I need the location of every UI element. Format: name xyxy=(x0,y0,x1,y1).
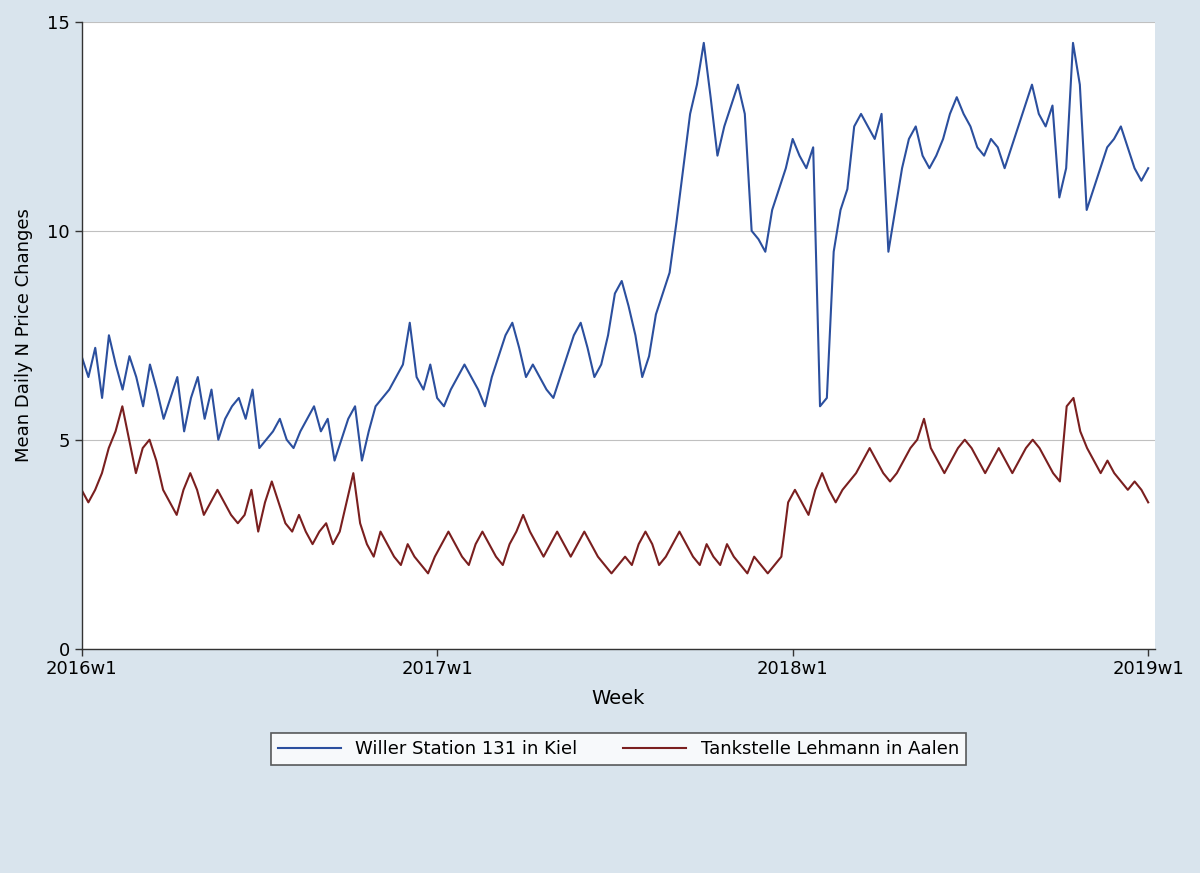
Willer Station 131 in Kiel xyxy=(130,372,144,382)
Tankstelle Lehmann in Aalen xyxy=(1073,426,1087,436)
Willer Station 131 in Kiel xyxy=(1141,163,1156,174)
Willer Station 131 in Kiel xyxy=(703,92,718,102)
Willer Station 131 in Kiel xyxy=(949,92,964,102)
Tankstelle Lehmann in Aalen xyxy=(258,497,272,507)
Willer Station 131 in Kiel xyxy=(478,401,492,411)
Willer Station 131 in Kiel xyxy=(108,360,122,370)
Willer Station 131 in Kiel xyxy=(696,38,710,48)
Line: Tankstelle Lehmann in Aalen: Tankstelle Lehmann in Aalen xyxy=(82,398,1148,574)
Tankstelle Lehmann in Aalen xyxy=(1141,497,1156,507)
Tankstelle Lehmann in Aalen xyxy=(659,552,673,562)
Legend: Willer Station 131 in Kiel, Tankstelle Lehmann in Aalen: Willer Station 131 in Kiel, Tankstelle L… xyxy=(271,732,966,766)
Tankstelle Lehmann in Aalen xyxy=(74,485,89,495)
Tankstelle Lehmann in Aalen xyxy=(815,468,829,478)
Tankstelle Lehmann in Aalen xyxy=(184,468,198,478)
Willer Station 131 in Kiel xyxy=(328,456,342,466)
Tankstelle Lehmann in Aalen xyxy=(1067,393,1081,403)
Tankstelle Lehmann in Aalen xyxy=(421,568,436,579)
X-axis label: Week: Week xyxy=(592,690,644,709)
Willer Station 131 in Kiel xyxy=(368,401,383,411)
Y-axis label: Mean Daily N Price Changes: Mean Daily N Price Changes xyxy=(14,209,32,462)
Tankstelle Lehmann in Aalen xyxy=(468,539,482,549)
Line: Willer Station 131 in Kiel: Willer Station 131 in Kiel xyxy=(82,43,1148,461)
Willer Station 131 in Kiel xyxy=(74,351,89,361)
